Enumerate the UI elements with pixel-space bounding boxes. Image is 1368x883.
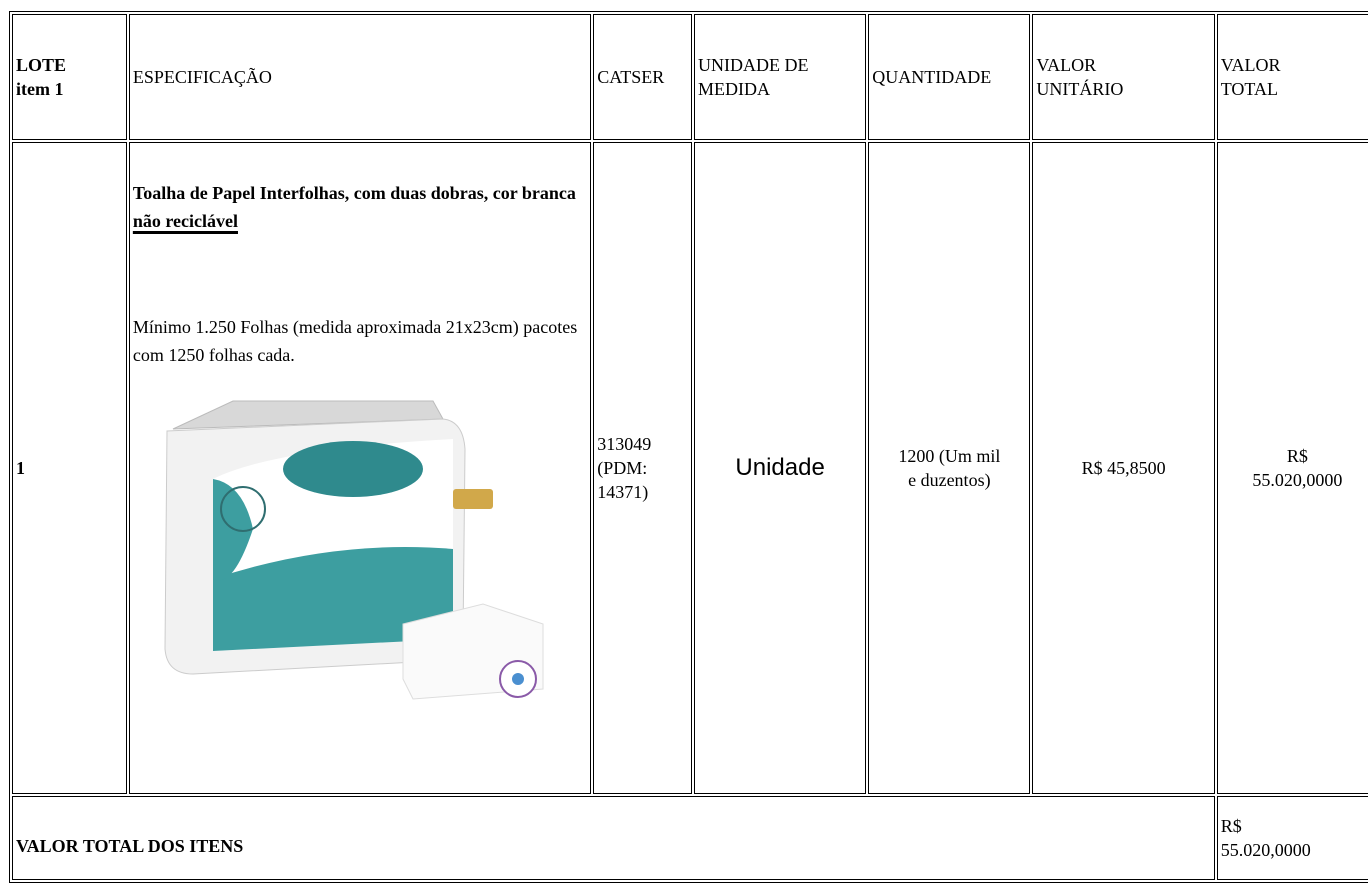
unit-value-text: R$ 45,8500 <box>1081 458 1166 478</box>
header-text: MEDIDA <box>697 79 770 99</box>
footer-label: VALOR TOTAL DOS ITENS <box>16 836 244 856</box>
header-text: QUANTIDADE <box>872 67 992 87</box>
catser-text: 313049 <box>597 434 652 454</box>
header-text: VALOR <box>1036 55 1097 75</box>
header-cell: VALOR TOTAL <box>1216 14 1368 140</box>
footer-label-cell: VALOR TOTAL DOS ITENS <box>12 796 1215 880</box>
footer-total-cell: R$ 55.020,0000 <box>1216 796 1368 880</box>
quantity-text: 1200 (Um mil <box>898 446 1001 466</box>
unit-value-cell: R$ 45,8500 <box>1032 142 1215 794</box>
footer-row: VALOR TOTAL DOS ITENS R$ 55.020,0000 <box>12 796 1368 880</box>
header-cell: VALOR UNITÁRIO <box>1032 14 1215 140</box>
header-text: CATSER <box>597 67 665 87</box>
item-row: 1 Toalha de Papel Interfolhas, com duas … <box>12 142 1368 794</box>
footer-total: R$ <box>1220 816 1242 836</box>
header-cell: UNIDADE DE MEDIDA <box>693 14 867 140</box>
header-text: UNIDADE DE <box>697 55 809 75</box>
spec-cell: Toalha de Papel Interfolhas, com duas do… <box>128 142 592 794</box>
header-cell: CATSER <box>593 14 692 140</box>
total-value-cell: R$ 55.020,0000 <box>1216 142 1368 794</box>
spec-title: Toalha de Papel Interfolhas, com duas do… <box>133 179 587 235</box>
item-cell: 1 <box>12 142 127 794</box>
header-text: UNITÁRIO <box>1036 79 1124 99</box>
header-cell: ESPECIFICAÇÃO <box>128 14 592 140</box>
spec-title-underlined: não reciclável <box>132 211 238 231</box>
spec-description: Mínimo 1.250 Folhas (medida aproximada 2… <box>132 317 578 365</box>
footer-total: 55.020,0000 <box>1220 840 1311 860</box>
header-cell: QUANTIDADE <box>868 14 1031 140</box>
catser-text: 14371) <box>597 482 649 502</box>
header-text: LOTE <box>16 55 67 75</box>
total-value-text: R$ <box>1286 446 1308 466</box>
catser-cell: 313049 (PDM: 14371) <box>593 142 692 794</box>
item-number: 1 <box>16 458 25 478</box>
total-value-text: 55.020,0000 <box>1252 470 1343 490</box>
catser-text: (PDM: <box>597 458 648 478</box>
items-table: LOTE item 1 ESPECIFICAÇÃO CATSER UNIDADE … <box>9 11 1368 883</box>
quantity-text: e duzentos) <box>908 470 991 490</box>
page: LOTE item 1 ESPECIFICAÇÃO CATSER UNIDADE … <box>9 11 1368 883</box>
header-row: LOTE item 1 ESPECIFICAÇÃO CATSER UNIDADE … <box>12 14 1368 140</box>
spec-title-text: Toalha de Papel Interfolhas, com duas do… <box>132 183 576 203</box>
product-image <box>164 400 544 700</box>
header-text: TOTAL <box>1220 79 1278 99</box>
header-text: VALOR <box>1220 55 1281 75</box>
header-cell: LOTE item 1 <box>12 14 127 140</box>
quantity-cell: 1200 (Um mil e duzentos) <box>868 142 1031 794</box>
header-text: ESPECIFICAÇÃO <box>132 67 272 87</box>
unit-cell: Unidade <box>693 142 867 794</box>
unit-text: Unidade <box>735 454 825 481</box>
header-text: item 1 <box>16 79 64 99</box>
